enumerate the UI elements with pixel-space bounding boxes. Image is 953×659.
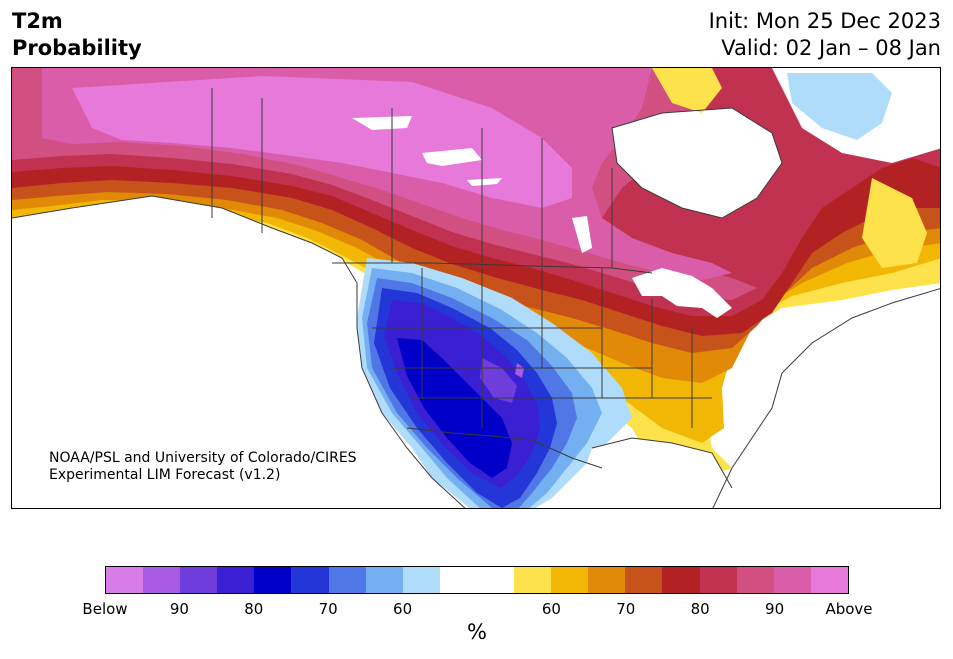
colorbar-segment	[106, 567, 144, 593]
arctic-islands-yellow	[652, 68, 722, 113]
valid-range: Valid: 02 Jan – 08 Jan	[721, 36, 941, 60]
colorbar-segment	[810, 567, 848, 593]
map-canvas	[12, 68, 940, 508]
contour-above-max	[72, 76, 572, 208]
colorbar-segment	[254, 567, 292, 593]
contour-below-90	[397, 338, 512, 478]
gulf-of-mexico	[572, 438, 732, 508]
great-lakes	[632, 268, 732, 318]
title-type: Probability	[12, 36, 142, 60]
colorbar-segment	[291, 567, 329, 593]
credit-text: NOAA/PSL and University of Colorado/CIRE…	[49, 450, 357, 484]
colorbar-segment	[588, 567, 626, 593]
credit-line2: Experimental LIM Forecast (v1.2)	[49, 467, 281, 483]
contour-below-95	[480, 358, 517, 403]
colorbar-segment	[736, 567, 774, 593]
gulf-coast	[591, 437, 733, 489]
colorbar-segment	[439, 567, 477, 593]
colorbar-tick-label: 70	[318, 600, 338, 618]
colorbar-tick-label: 70	[616, 600, 636, 618]
colorbar-segment	[514, 567, 552, 593]
colorbar	[105, 566, 849, 594]
colorbar-tick-label: 60	[541, 600, 561, 618]
colorbar-tick-label: 90	[765, 600, 785, 618]
colorbar-tick-label: 90	[169, 600, 189, 618]
colorbar-tick-label: Above	[825, 600, 873, 618]
lake-white-3	[467, 178, 502, 186]
credit-line1: NOAA/PSL and University of Colorado/CIRE…	[49, 450, 357, 466]
state-lines	[372, 268, 712, 428]
political-boundaries	[12, 88, 940, 508]
colorbar-segment	[180, 567, 218, 593]
us-canada-border	[332, 262, 653, 274]
colorbar-segment	[143, 567, 181, 593]
colorbar-segment	[402, 567, 440, 593]
forecast-dates: Init: Mon 25 Dec 2023 Valid: 02 Jan – 08…	[709, 8, 941, 62]
us-mexico-border	[406, 427, 603, 469]
colorbar-unit: %	[467, 620, 487, 644]
labrador-yellow	[862, 178, 927, 268]
colorbar-segment	[476, 567, 515, 593]
colorbar-segment	[217, 567, 255, 593]
forecast-map	[11, 67, 941, 509]
colorbar-segment	[551, 567, 589, 593]
coastline-east	[712, 288, 940, 508]
colorbar-segment	[328, 567, 366, 593]
colorbar-segment	[365, 567, 403, 593]
colorbar-tick-label: Below	[82, 600, 128, 618]
coastline-west	[12, 195, 466, 508]
map-title: T2m Probability	[12, 8, 142, 62]
pacific-ocean	[12, 196, 465, 508]
lake-white-1	[352, 116, 412, 130]
lake-white-2	[422, 148, 482, 166]
colorbar-segment	[699, 567, 737, 593]
contour-below-extreme	[515, 363, 524, 378]
water-bodies	[12, 68, 940, 508]
greenland-ice	[787, 73, 892, 140]
init-date: Init: Mon 25 Dec 2023	[708, 9, 941, 33]
atlantic-ocean	[712, 288, 940, 508]
colorbar-tick-label: 80	[690, 600, 710, 618]
colorbar-segment	[662, 567, 700, 593]
colorbar-tick-label: 80	[244, 600, 264, 618]
province-lines	[211, 88, 613, 268]
hudson-coast	[611, 107, 783, 219]
title-variable: T2m	[12, 9, 63, 33]
colorbar-segment	[773, 567, 811, 593]
colorbar-tick-label: 60	[393, 600, 413, 618]
hudson-bay	[612, 108, 782, 218]
lake-white-4	[572, 216, 592, 253]
colorbar-segment	[625, 567, 663, 593]
